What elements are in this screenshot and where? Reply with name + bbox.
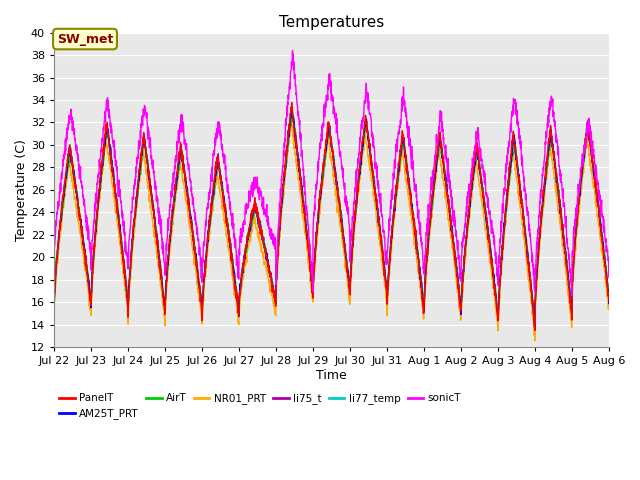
- Y-axis label: Temperature (C): Temperature (C): [15, 139, 28, 241]
- X-axis label: Time: Time: [316, 369, 347, 382]
- Title: Temperatures: Temperatures: [279, 15, 384, 30]
- Legend: PanelT, AM25T_PRT, AirT, NR01_PRT, li75_t, li77_temp, sonicT: PanelT, AM25T_PRT, AirT, NR01_PRT, li75_…: [60, 393, 461, 420]
- Text: SW_met: SW_met: [57, 33, 113, 46]
